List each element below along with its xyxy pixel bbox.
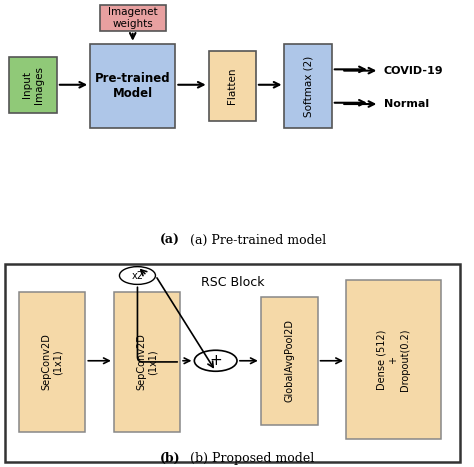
Text: (a) Pre-trained model: (a) Pre-trained model: [190, 234, 326, 247]
Text: RSC Block: RSC Block: [201, 276, 264, 289]
Text: x2: x2: [131, 270, 144, 281]
Text: (b): (b): [159, 452, 180, 465]
FancyBboxPatch shape: [284, 43, 332, 128]
Text: Dense (512)
+
Dropout(0.2): Dense (512) + Dropout(0.2): [377, 328, 410, 391]
Text: COVID-19: COVID-19: [384, 66, 444, 76]
FancyBboxPatch shape: [90, 43, 175, 128]
Text: Flatten: Flatten: [227, 68, 237, 104]
FancyBboxPatch shape: [100, 5, 166, 31]
Text: GlobalAvgPool2D: GlobalAvgPool2D: [284, 319, 294, 402]
Circle shape: [119, 267, 155, 284]
FancyBboxPatch shape: [209, 51, 256, 120]
Text: Input
Images: Input Images: [22, 66, 44, 104]
FancyBboxPatch shape: [261, 297, 318, 425]
FancyBboxPatch shape: [19, 292, 85, 432]
FancyBboxPatch shape: [346, 280, 441, 439]
Text: Softmax (2): Softmax (2): [303, 56, 313, 117]
FancyBboxPatch shape: [5, 264, 460, 462]
Text: SepConv2D
(1x1): SepConv2D (1x1): [136, 333, 158, 390]
Text: (a): (a): [160, 234, 180, 247]
Text: +: +: [210, 353, 222, 368]
Text: Normal: Normal: [384, 99, 429, 109]
Text: SepConv2D
(1x1): SepConv2D (1x1): [41, 333, 63, 390]
Text: Imagenet
weights: Imagenet weights: [108, 7, 157, 29]
Circle shape: [194, 350, 237, 371]
FancyBboxPatch shape: [9, 57, 57, 113]
Text: Pre-trained
Model: Pre-trained Model: [95, 72, 171, 100]
FancyBboxPatch shape: [114, 292, 180, 432]
Text: (b) Proposed model: (b) Proposed model: [190, 452, 314, 465]
